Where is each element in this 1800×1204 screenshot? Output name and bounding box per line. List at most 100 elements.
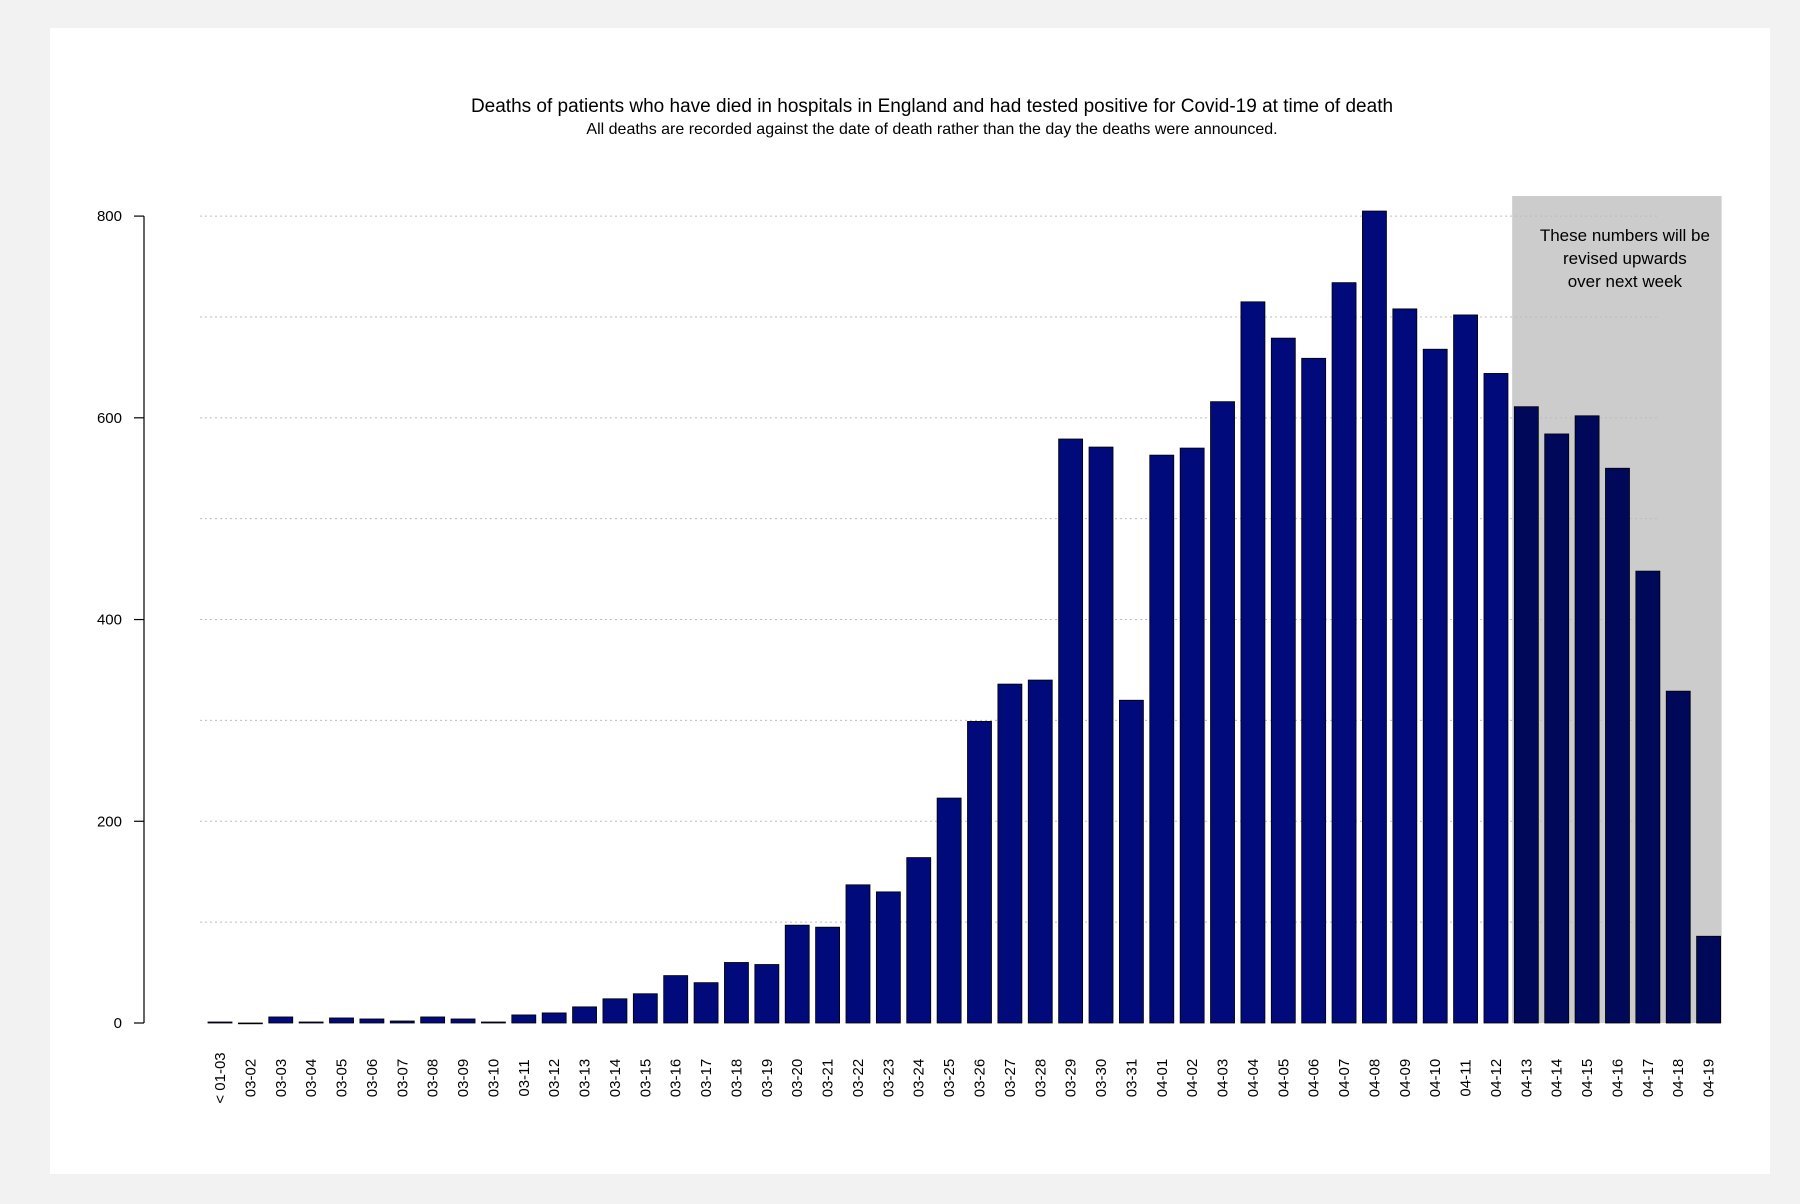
y-tick-label: 400 (97, 612, 122, 629)
bar-03-18 (724, 962, 749, 1024)
x-tick-label: 03-22 (850, 1059, 867, 1097)
x-tick-label: 03-05 (334, 1059, 351, 1097)
bar-03-20 (784, 924, 810, 1024)
x-tick-label: 04-13 (1518, 1059, 1535, 1097)
bar-04-08 (1362, 210, 1387, 1024)
x-tick-label: 04-07 (1336, 1059, 1353, 1097)
x-tick-label: 04-08 (1366, 1059, 1383, 1097)
bar-03-12 (541, 1012, 567, 1024)
x-tick-label: 04-04 (1245, 1059, 1262, 1097)
bar-03-10 (481, 1021, 506, 1024)
x-tick-label: 03-08 (425, 1059, 442, 1097)
x-tick-label: 03-02 (242, 1059, 259, 1097)
x-tick-label: 04-05 (1275, 1059, 1292, 1097)
x-tick-label: 03-30 (1093, 1059, 1110, 1097)
revision-note-line: These numbers will be (1540, 226, 1710, 245)
y-tick-label: 600 (97, 410, 122, 427)
bar-04-14 (1544, 433, 1570, 1024)
bar-03-26 (967, 721, 992, 1024)
x-tick-label: 03-15 (637, 1059, 654, 1097)
x-tick-label: 04-19 (1701, 1059, 1718, 1097)
x-tick-label: 04-02 (1184, 1059, 1201, 1097)
bar-04-15 (1574, 415, 1600, 1024)
chart-title: Deaths of patients who have died in hosp… (471, 96, 1393, 117)
x-tick-label: 03-20 (789, 1059, 806, 1097)
bar-03-14 (602, 998, 628, 1024)
chart-panel: 0 200 400 600 800 < 01-03 03-02 03-03 03-04 03-0… (50, 28, 1770, 1174)
bar-03-06 (359, 1018, 385, 1024)
x-tick-label: 04-16 (1609, 1059, 1626, 1097)
bar-03-03 (268, 1016, 294, 1024)
bar-03-09 (450, 1018, 476, 1024)
x-tick-label: 03-09 (455, 1059, 472, 1097)
x-tick-label: 03-10 (485, 1059, 502, 1097)
bar-04-12 (1483, 373, 1509, 1024)
bar-04-05 (1270, 337, 1296, 1024)
x-tick-label: 04-12 (1488, 1059, 1505, 1097)
x-tick-label: 03-07 (394, 1059, 411, 1097)
revision-note-line: over next week (1568, 272, 1683, 291)
bar-04-01 (1149, 454, 1175, 1024)
x-tick-label: 03-13 (577, 1059, 594, 1097)
bar-03-19 (754, 964, 780, 1024)
bar-03-13 (572, 1006, 597, 1024)
bar-04-18 (1665, 690, 1691, 1024)
x-tick-label: 04-17 (1640, 1059, 1657, 1097)
x-tick-label: 03-14 (607, 1059, 624, 1097)
x-tick-label: 03-24 (911, 1059, 928, 1097)
x-tick-label: 03-25 (941, 1059, 958, 1097)
bar-03-31 (1119, 699, 1144, 1024)
bar-03-02 (237, 1022, 263, 1025)
x-tick-label: 03-18 (728, 1059, 745, 1097)
bar-03-28 (1027, 679, 1053, 1024)
x-tick-label: 04-11 (1458, 1059, 1475, 1096)
bar-03-30 (1088, 446, 1114, 1024)
bar-03-11 (511, 1014, 537, 1024)
bar-04-17 (1635, 570, 1661, 1024)
bar-03-21 (815, 926, 840, 1024)
x-tick-label: 04-14 (1549, 1059, 1566, 1097)
bar-03-16 (663, 975, 689, 1024)
x-tick-label: < 01-03 (212, 1052, 229, 1103)
x-tick-label: 04-10 (1427, 1059, 1444, 1097)
x-tick-label: 04-15 (1579, 1059, 1596, 1097)
bar-03-27 (997, 683, 1023, 1024)
bar-03-25 (936, 797, 962, 1024)
bar-04-13 (1513, 406, 1539, 1024)
bar-03-08 (420, 1016, 446, 1024)
bar-04-09 (1392, 308, 1418, 1024)
x-tick-label: 04-01 (1154, 1059, 1171, 1097)
x-tick-label: 03-17 (698, 1059, 715, 1097)
x-tick-label: 04-18 (1670, 1059, 1687, 1097)
x-tick-label: 04-06 (1306, 1059, 1323, 1097)
x-tick-label: 03-31 (1123, 1059, 1140, 1097)
chart-subtitle: All deaths are recorded against the date… (586, 121, 1277, 138)
x-tick-label: 03-26 (972, 1059, 989, 1097)
x-tick-label: 04-09 (1397, 1059, 1414, 1097)
bar-03-24 (906, 857, 932, 1024)
x-tick-label: 03-11 (516, 1059, 533, 1096)
x-tick-label: 03-04 (303, 1059, 320, 1097)
bar-03-17 (693, 982, 719, 1024)
bar-03-23 (875, 891, 901, 1024)
x-tick-label: 03-21 (820, 1059, 837, 1097)
y-tick-label: 200 (97, 813, 122, 830)
y-tick-label: 0 (114, 1015, 122, 1032)
bar-04-11 (1453, 314, 1478, 1024)
bar-04-06 (1301, 357, 1327, 1024)
y-tick-label: 800 (97, 208, 122, 225)
x-tick-label: 04-03 (1215, 1059, 1232, 1097)
bar-04-02 (1179, 447, 1205, 1024)
revision-note-line: revised upwards (1563, 249, 1687, 268)
x-tick-label: 03-23 (880, 1059, 897, 1097)
bar-04-03 (1210, 401, 1235, 1024)
x-tick-label: 03-03 (273, 1059, 290, 1097)
bar-03-07 (389, 1020, 415, 1024)
bar-04-19 (1696, 935, 1722, 1024)
bar-03-15 (632, 993, 658, 1024)
bar-03-05 (329, 1017, 354, 1024)
bar-03-29 (1058, 438, 1084, 1024)
bar-chart: 0 200 400 600 800 < 01-03 03-02 03-03 03-04 03-0… (97, 96, 1722, 1104)
x-tick-label: 03-12 (546, 1059, 563, 1097)
x-tick-label: 03-27 (1002, 1059, 1019, 1097)
